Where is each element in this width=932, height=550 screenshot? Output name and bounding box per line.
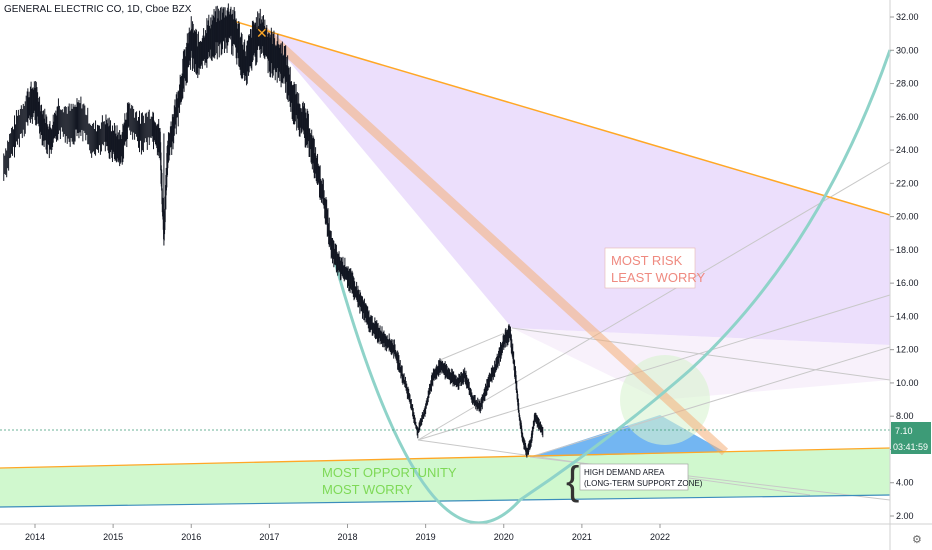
y-tick-label: 20.00 <box>896 212 919 222</box>
risk-zone <box>263 30 890 345</box>
demand-label-box <box>579 463 689 491</box>
y-tick-label: 24.00 <box>896 145 919 155</box>
risk-label-line2: LEAST WORRY <box>611 270 705 285</box>
y-tick-label: 2.00 <box>896 511 914 521</box>
x-tick-label: 2014 <box>25 532 45 542</box>
x-tick-label: 2016 <box>181 532 201 542</box>
collapse-band <box>259 26 729 456</box>
demand-brace-icon: { <box>566 459 579 503</box>
y-tick-label: 10.00 <box>896 378 919 388</box>
y-tick-label: 22.00 <box>896 178 919 188</box>
demand-label-line1: HIGH DEMAND AREA <box>584 468 665 477</box>
y-axis: 2.004.006.008.0010.0012.0014.0016.0018.0… <box>890 12 919 521</box>
risk-label-box <box>604 247 696 289</box>
x-tick-label: 2018 <box>337 532 357 542</box>
x-tick-label: 2022 <box>650 532 670 542</box>
y-tick-label: 8.00 <box>896 411 914 421</box>
last-price-tag <box>891 422 931 438</box>
y-tick-label: 26.00 <box>896 112 919 122</box>
top-marker-icon: ✕ <box>256 25 268 41</box>
risk-label-line1: MOST RISK <box>611 253 683 268</box>
opportunity-zone <box>0 448 890 507</box>
settings-icon[interactable]: ⚙ <box>912 534 922 546</box>
x-tick-label: 2017 <box>259 532 279 542</box>
last-price-value: 7.10 <box>895 426 913 436</box>
y-tick-label: 12.00 <box>896 345 919 355</box>
y-tick-label: 32.00 <box>896 12 919 22</box>
blue-base-line <box>0 494 891 508</box>
x-tick-label: 2020 <box>494 532 514 542</box>
x-tick-label: 2021 <box>572 532 592 542</box>
x-tick-label: 2019 <box>416 532 436 542</box>
countdown-value: 03:41:59 <box>893 442 928 452</box>
demand-label-line2: (LONG-TERM SUPPORT ZONE) <box>584 479 703 488</box>
opp-label-line1: MOST OPPORTUNITY <box>322 465 457 480</box>
x-tick-label: 2015 <box>103 532 123 542</box>
orange-support-line <box>0 447 891 469</box>
bowl-curve <box>333 49 892 525</box>
countdown-tag <box>891 438 931 454</box>
y-tick-label: 30.00 <box>896 45 919 55</box>
y-tick-label: 18.00 <box>896 245 919 255</box>
y-tick-label: 28.00 <box>896 79 919 89</box>
price-series <box>3 3 544 458</box>
y-tick-label: 14.00 <box>896 311 919 321</box>
chart-title: GENERAL ELECTRIC CO, 1D, Cboe BZX <box>4 4 192 15</box>
y-tick-label: 4.00 <box>896 478 914 488</box>
x-axis: 2014 2015 2016 2017 2018 2019 2020 2021 2022 <box>25 524 670 542</box>
opp-label-line2: MOST WORRY <box>322 482 413 497</box>
orange-top-trendline <box>229 19 891 216</box>
y-tick-label: 16.00 <box>896 278 919 288</box>
